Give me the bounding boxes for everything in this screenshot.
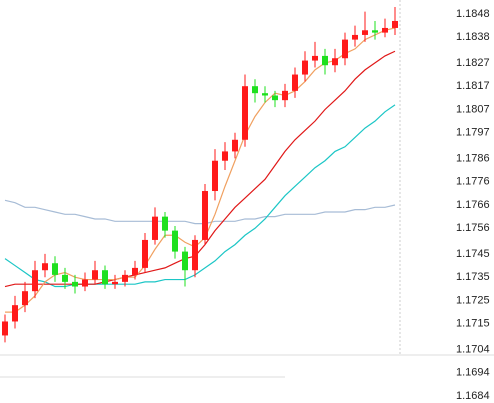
candle-body [362, 30, 368, 35]
candle-body [2, 321, 8, 336]
candle-body [332, 58, 338, 66]
candle-body [392, 20, 398, 28]
candle-body [242, 86, 248, 140]
candle-body [122, 274, 128, 282]
moving-average-line [5, 27, 396, 313]
candle-body [302, 60, 308, 75]
y-tick-label: 1.1817 [456, 80, 490, 92]
candle-body [52, 263, 58, 275]
candle-body [312, 55, 318, 61]
y-tick-label: 1.1756 [456, 222, 490, 234]
y-tick-label: 1.1776 [456, 176, 490, 188]
candle-body [212, 160, 218, 192]
candle-body [92, 270, 98, 280]
y-tick-label: 1.1684 [456, 390, 490, 402]
candle-body [202, 191, 208, 240]
candle-body [232, 139, 238, 152]
candle-body [42, 263, 48, 271]
candle-body [282, 90, 288, 101]
y-tick-label: 1.1694 [456, 367, 490, 379]
candle-body [142, 239, 148, 268]
moving-average-line [4, 104, 396, 288]
candle-body [252, 86, 258, 94]
y-tick-label: 1.1797 [456, 127, 490, 139]
candle-body [292, 74, 298, 91]
candle-body [102, 270, 108, 285]
candle-body [372, 30, 378, 33]
moving-average-line [4, 199, 396, 225]
candle-body [72, 281, 78, 287]
candle-body [262, 93, 268, 96]
candle-body [132, 267, 138, 275]
candle-body [82, 279, 88, 287]
candle-body [382, 27, 388, 33]
candle-body [112, 281, 118, 285]
candle-body [12, 305, 18, 322]
moving-average-line [4, 50, 396, 288]
candle-body [22, 291, 28, 306]
candle-body [192, 239, 198, 271]
y-tick-label: 1.1838 [456, 31, 490, 43]
y-tick-label: 1.1766 [456, 199, 490, 211]
y-tick-label: 1.1735 [456, 271, 490, 283]
candle-body [352, 34, 358, 40]
candle-body [182, 251, 188, 271]
y-tick-label: 1.1715 [456, 318, 490, 330]
y-tick-label: 1.1807 [456, 103, 490, 115]
candle-body [222, 151, 228, 161]
candle-body [162, 216, 168, 231]
y-tick-label: 1.1848 [456, 8, 490, 20]
y-tick-label: 1.1745 [456, 248, 490, 260]
candle-body [152, 216, 158, 240]
y-tick-label: 1.1704 [456, 343, 490, 355]
candle-body [322, 55, 328, 66]
y-tick-label: 1.1725 [456, 294, 490, 306]
candle-body [32, 270, 38, 292]
candle-body [272, 95, 278, 101]
candle-body [62, 274, 68, 282]
y-tick-label: 1.1786 [456, 152, 490, 164]
y-tick-label: 1.1827 [456, 57, 490, 69]
candle-body [172, 230, 178, 252]
candle-body [342, 39, 348, 59]
